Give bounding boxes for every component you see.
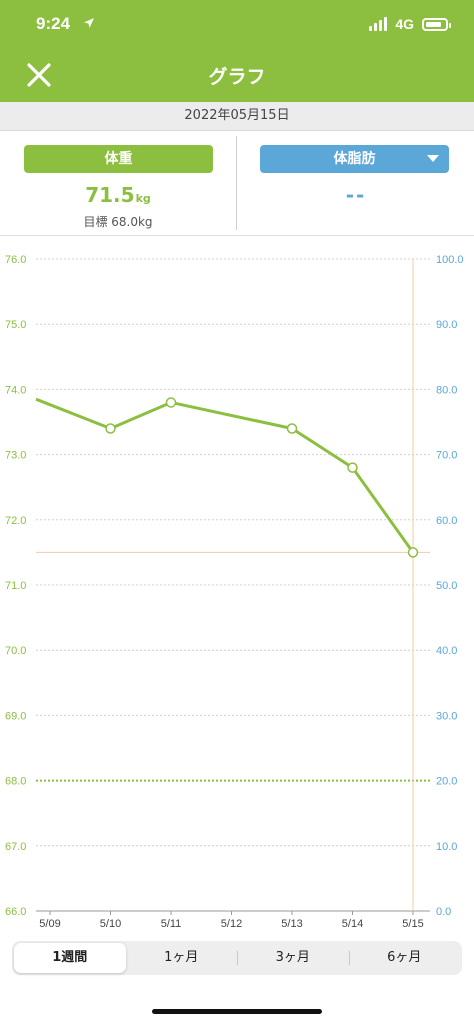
location-arrow-icon — [84, 18, 94, 28]
bodyfat-dropdown[interactable]: 体脂肪 — [260, 145, 449, 173]
page-title: グラフ — [208, 66, 266, 88]
y-tick-left: 72.0 — [5, 515, 26, 527]
y-tick-left: 74.0 — [5, 384, 26, 396]
y-tick-right: 80.0 — [436, 384, 457, 396]
y-tick-right: 10.0 — [436, 841, 457, 853]
panel-divider — [236, 136, 237, 230]
y-tick-left: 71.0 — [5, 580, 26, 592]
y-tick-right: 70.0 — [436, 450, 457, 462]
weight-goal: 目標 68.0kg — [83, 215, 153, 229]
y-tick-left: 76.0 — [5, 254, 26, 266]
y-tick-right: 20.0 — [436, 776, 457, 788]
y-tick-left: 75.0 — [5, 319, 26, 331]
weight-number: 71.5 — [85, 183, 135, 207]
y-tick-right: 0.0 — [436, 906, 451, 918]
y-tick-right: 30.0 — [436, 710, 457, 722]
y-tick-left: 66.0 — [5, 906, 26, 918]
y-tick-right: 40.0 — [436, 645, 457, 657]
y-tick-left: 73.0 — [5, 450, 26, 462]
x-tick-label: 5/11 — [161, 918, 182, 930]
x-tick-label: 5/14 — [342, 918, 363, 930]
y-tick-right: 100.0 — [436, 254, 464, 266]
bodyfat-label: 体脂肪 — [333, 151, 376, 167]
period-tab-3[interactable]: 6ヶ月 — [348, 943, 461, 973]
x-tick-label: 5/15 — [402, 918, 423, 930]
period-tab-0[interactable]: 1週間 — [14, 943, 126, 973]
data-point — [347, 462, 358, 473]
x-tick-label: 5/13 — [281, 918, 302, 930]
data-point — [105, 423, 116, 434]
data-point — [286, 423, 298, 434]
y-tick-left: 67.0 — [5, 841, 26, 853]
signal-icon — [369, 17, 388, 31]
y-tick-left: 69.0 — [5, 710, 26, 722]
status-time: 9:24 — [36, 14, 71, 33]
weight-unit: kg — [135, 192, 151, 205]
period-tab-2[interactable]: 3ヶ月 — [237, 943, 349, 973]
header-divider — [0, 235, 474, 236]
battery-icon — [422, 17, 451, 31]
status-indicators: 4G — [369, 16, 451, 32]
period-selector: 1週間 1ヶ月 3ヶ月 6ヶ月 — [12, 941, 462, 975]
data-point — [407, 547, 419, 558]
weight-panel: 体重 71.5kg 目標 68.0kg — [0, 131, 236, 235]
y-tick-right: 50.0 — [436, 580, 457, 592]
network-label: 4G — [395, 16, 414, 32]
close-icon[interactable] — [22, 58, 56, 92]
y-tick-right: 60.0 — [436, 515, 457, 527]
x-tick-label: 5/12 — [221, 918, 242, 930]
period-tab-1[interactable]: 1ヶ月 — [164, 950, 199, 965]
weight-chart[interactable]: 76.0 100.0 75.0 90.0 74.0 80.0 73.0 70.0 72.0 60.… — [0, 236, 474, 936]
weight-label-badge: 体重 — [24, 145, 213, 173]
x-tick-label: 5/10 — [100, 918, 121, 930]
weight-value: 71.5kg — [0, 183, 236, 207]
data-point — [165, 397, 177, 408]
header-bar: 9:24 4G グラフ — [0, 0, 474, 102]
home-indicator — [152, 1009, 322, 1014]
bodyfat-value: -- — [345, 183, 367, 207]
weight-series-line — [35, 397, 415, 554]
y-tick-left: 70.0 — [5, 645, 26, 657]
chevron-down-icon — [427, 155, 439, 162]
x-tick-label: 5/09 — [39, 918, 60, 930]
y-tick-right: 90.0 — [436, 319, 457, 331]
date-label: 2022年05月15日 — [0, 102, 474, 131]
bodyfat-panel: 体脂肪 -- — [238, 131, 474, 235]
y-tick-left: 68.0 — [5, 776, 26, 788]
